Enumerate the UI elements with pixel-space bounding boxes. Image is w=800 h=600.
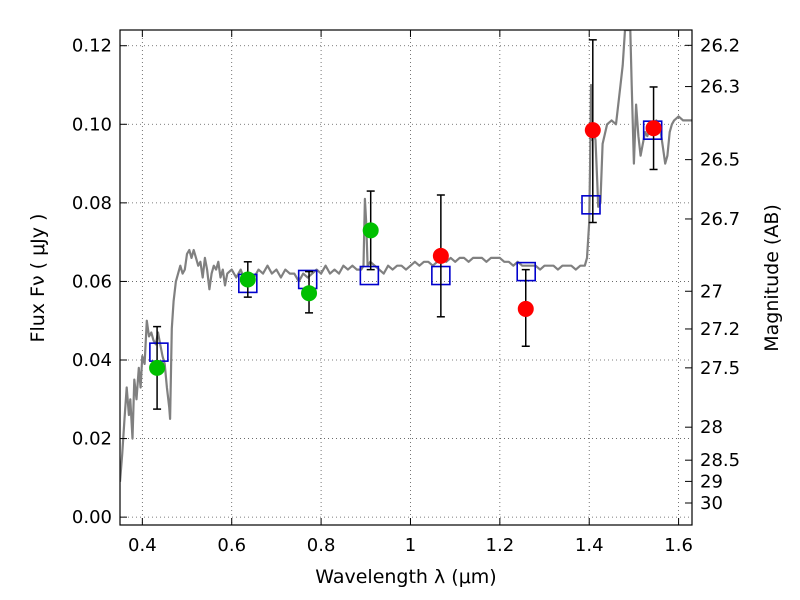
x-tick-label: 1.4 (575, 535, 604, 556)
observed-point (584, 122, 601, 139)
model-point (149, 342, 169, 362)
y2-tick-label: 26.7 (700, 209, 740, 230)
y-tick-label: 0.12 (72, 36, 112, 57)
observed-point (432, 247, 449, 264)
x-tick-label: 0.4 (128, 535, 157, 556)
x-tick-label: 0.6 (217, 535, 246, 556)
observed-point (301, 285, 318, 302)
y2-tick-label: 26.5 (700, 150, 740, 171)
model-point (581, 195, 601, 215)
y-tick-label: 0.06 (72, 271, 112, 292)
x-tick-label: 1.2 (486, 535, 515, 556)
x-tick-label: 1.6 (664, 535, 693, 556)
y2-tick-label: 28 (700, 417, 723, 438)
x-tick-label: 1 (405, 535, 416, 556)
plot-frame (119, 29, 693, 526)
x-axis: 0.4 0.6 0.8 1 1.2 1.4 1.6 (128, 30, 693, 556)
x-axis-label: Wavelength λ (μm) (315, 566, 496, 588)
observed-point (362, 222, 379, 239)
y-axis-left: 0.00 0.02 0.04 0.06 0.08 0.10 0.12 (72, 36, 127, 528)
y-tick-label: 0.10 (72, 114, 112, 135)
y2-tick-label: 27.2 (700, 319, 740, 340)
x-tick-label: 0.8 (307, 535, 336, 556)
model-spectrum-line (120, 30, 692, 482)
y2-tick-label: 27 (700, 281, 723, 302)
observed-point (239, 271, 256, 288)
observed-point (517, 300, 534, 317)
observed-point (645, 120, 662, 137)
y2-tick-label: 27.5 (700, 358, 740, 379)
y2-tick-label: 30 (700, 493, 723, 514)
y-axis-label: Flux Fν ( μJy ) (27, 214, 49, 343)
y2-tick-label: 28.5 (700, 450, 740, 471)
grid (120, 30, 692, 525)
y2-axis-label: Magnitude (AB) (761, 204, 783, 352)
y2-tick-label: 26.3 (700, 77, 740, 98)
observed-point (149, 359, 166, 376)
y-tick-label: 0.08 (72, 193, 112, 214)
plot-area (120, 30, 692, 482)
y-tick-label: 0.00 (72, 507, 112, 528)
y2-tick-label: 26.2 (700, 35, 740, 56)
model-point (359, 265, 380, 286)
y-tick-label: 0.02 (72, 429, 112, 450)
y-tick-label: 0.04 (72, 350, 112, 371)
y2-tick-label: 29 (700, 471, 723, 492)
